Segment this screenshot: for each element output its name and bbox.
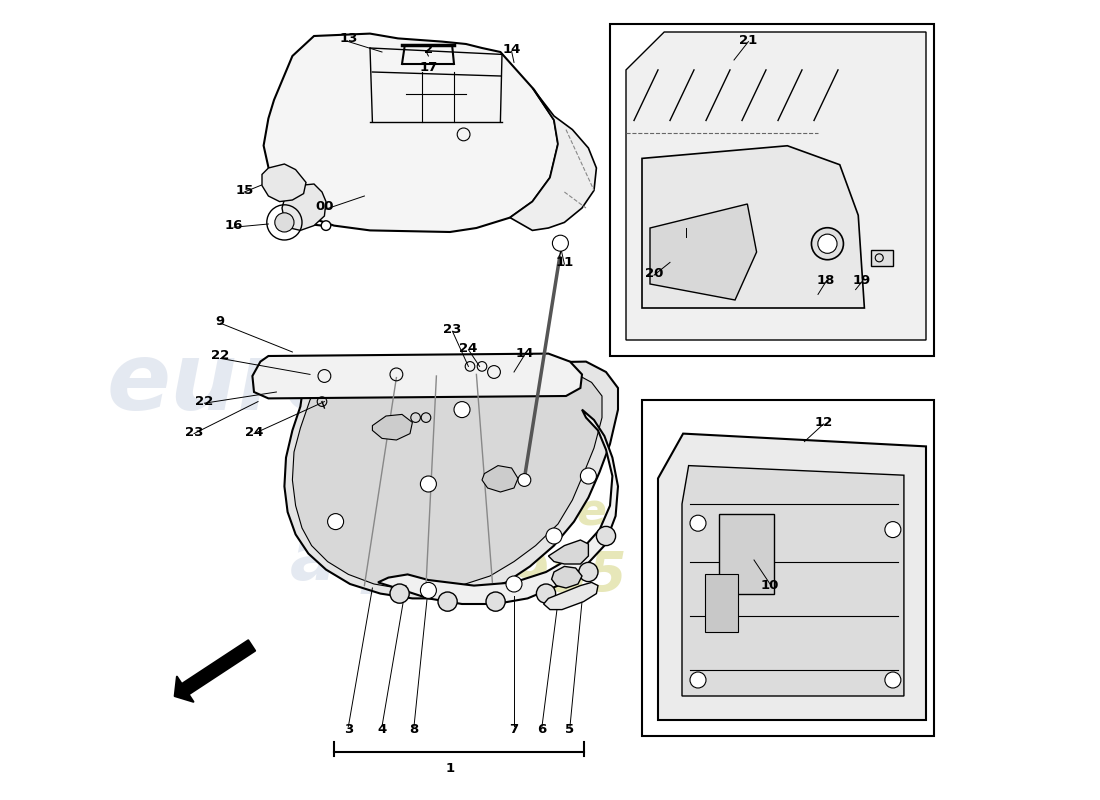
Polygon shape: [682, 466, 904, 696]
Circle shape: [506, 576, 522, 592]
Text: 4: 4: [377, 723, 386, 736]
Circle shape: [537, 584, 556, 603]
Circle shape: [581, 468, 596, 484]
Text: 16: 16: [224, 219, 243, 232]
Text: 8: 8: [409, 723, 419, 736]
Polygon shape: [482, 466, 518, 492]
Circle shape: [884, 672, 901, 688]
Circle shape: [454, 402, 470, 418]
Text: 23: 23: [443, 323, 462, 336]
Polygon shape: [650, 204, 757, 300]
Text: 1: 1: [446, 762, 454, 774]
Text: 24: 24: [459, 342, 477, 354]
Circle shape: [275, 213, 294, 232]
Circle shape: [420, 582, 437, 598]
Text: 9: 9: [216, 315, 225, 328]
Polygon shape: [252, 354, 582, 398]
Circle shape: [552, 235, 569, 251]
Text: 00: 00: [315, 200, 333, 213]
Bar: [642, 400, 934, 736]
Text: since: since: [477, 490, 607, 534]
Text: 5: 5: [565, 723, 574, 736]
Text: 24: 24: [245, 426, 263, 438]
Circle shape: [420, 476, 437, 492]
Text: 15: 15: [235, 184, 253, 197]
Circle shape: [884, 522, 901, 538]
Polygon shape: [293, 373, 602, 589]
Bar: [870, 250, 893, 266]
Circle shape: [321, 221, 331, 230]
Polygon shape: [543, 582, 598, 610]
Polygon shape: [551, 566, 582, 588]
Circle shape: [812, 228, 844, 260]
Circle shape: [328, 514, 343, 530]
Text: 11: 11: [556, 256, 573, 269]
Circle shape: [486, 592, 505, 611]
Text: 19: 19: [852, 274, 871, 286]
Polygon shape: [285, 362, 618, 598]
Text: 13: 13: [339, 32, 358, 45]
Circle shape: [518, 474, 531, 486]
Text: 14: 14: [515, 347, 534, 360]
Text: 7: 7: [509, 723, 518, 736]
Polygon shape: [373, 414, 412, 440]
Circle shape: [596, 526, 616, 546]
Text: 2: 2: [424, 43, 433, 56]
Circle shape: [690, 672, 706, 688]
Polygon shape: [264, 34, 558, 232]
Circle shape: [817, 234, 837, 254]
Circle shape: [438, 592, 458, 611]
Text: 3: 3: [344, 723, 353, 736]
Polygon shape: [510, 88, 596, 230]
Text: 6: 6: [538, 723, 547, 736]
Bar: [705, 574, 738, 632]
Circle shape: [690, 515, 706, 531]
Polygon shape: [626, 32, 926, 340]
Polygon shape: [549, 540, 588, 564]
Bar: [719, 514, 774, 594]
Text: europ: europ: [107, 338, 417, 430]
Text: 22: 22: [196, 395, 213, 408]
Text: 21: 21: [739, 34, 758, 46]
Text: 23: 23: [185, 426, 204, 438]
Bar: [610, 24, 934, 356]
Text: 20: 20: [645, 267, 663, 280]
Circle shape: [546, 528, 562, 544]
Text: 14: 14: [503, 43, 520, 56]
Polygon shape: [642, 146, 865, 308]
Text: 1985: 1985: [473, 549, 627, 603]
Text: a po: a po: [289, 526, 459, 594]
Polygon shape: [262, 164, 306, 202]
Circle shape: [390, 584, 409, 603]
Text: 17: 17: [419, 61, 438, 74]
Polygon shape: [282, 184, 326, 230]
Text: 18: 18: [817, 274, 835, 286]
Text: 22: 22: [211, 350, 230, 362]
Polygon shape: [378, 410, 618, 604]
Polygon shape: [658, 434, 926, 720]
Circle shape: [579, 562, 598, 582]
Text: 10: 10: [761, 579, 779, 592]
Text: 12: 12: [814, 416, 833, 429]
